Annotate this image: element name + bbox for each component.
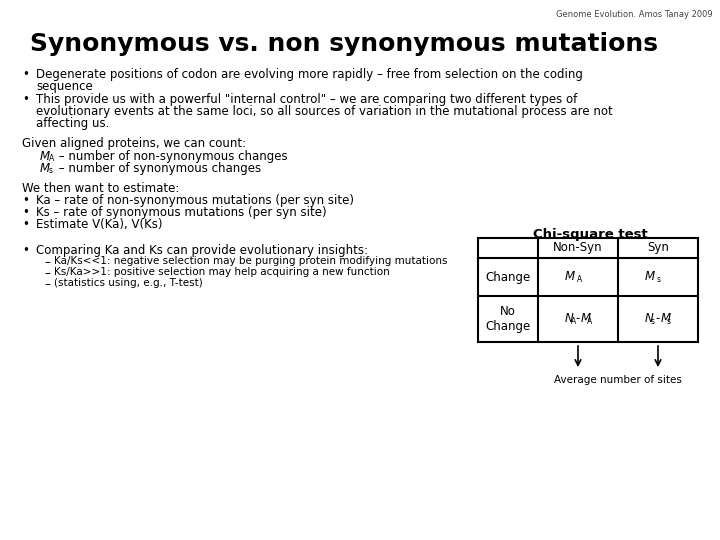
Text: Estimate V(Ka), V(Ks): Estimate V(Ka), V(Ks) bbox=[36, 218, 163, 231]
Text: •: • bbox=[22, 244, 29, 257]
Text: This provide us with a powerful "internal control" – we are comparing two differ: This provide us with a powerful "interna… bbox=[36, 93, 577, 106]
Text: affecting us.: affecting us. bbox=[36, 117, 109, 130]
Text: Non-Syn: Non-Syn bbox=[553, 241, 603, 254]
Text: •: • bbox=[22, 218, 29, 231]
Text: No
Change: No Change bbox=[485, 305, 531, 333]
Text: evolutionary events at the same loci, so all sources of variation in the mutatio: evolutionary events at the same loci, so… bbox=[36, 105, 613, 118]
Text: Chi-square test: Chi-square test bbox=[533, 228, 647, 241]
Text: Ks/Ka>>1: positive selection may help acquiring a new function: Ks/Ka>>1: positive selection may help ac… bbox=[54, 267, 390, 277]
Text: s: s bbox=[651, 318, 655, 327]
Text: M: M bbox=[565, 271, 575, 284]
Text: •: • bbox=[22, 194, 29, 207]
Text: M: M bbox=[581, 313, 591, 326]
Text: Genome Evolution. Amos Tanay 2009: Genome Evolution. Amos Tanay 2009 bbox=[557, 10, 713, 19]
Text: Ka – rate of non-synonymous mutations (per syn site): Ka – rate of non-synonymous mutations (p… bbox=[36, 194, 354, 207]
Text: s: s bbox=[49, 166, 53, 175]
Text: M: M bbox=[645, 271, 655, 284]
Text: N: N bbox=[565, 313, 574, 326]
Text: •: • bbox=[22, 206, 29, 219]
Text: M: M bbox=[661, 313, 671, 326]
Text: Syn: Syn bbox=[647, 241, 669, 254]
Text: –: – bbox=[44, 278, 50, 291]
Text: N: N bbox=[645, 313, 654, 326]
Text: Given aligned proteins, we can count:: Given aligned proteins, we can count: bbox=[22, 137, 246, 150]
Text: Synonymous vs. non synonymous mutations: Synonymous vs. non synonymous mutations bbox=[30, 32, 658, 56]
Text: A: A bbox=[571, 318, 576, 327]
Text: sequence: sequence bbox=[36, 80, 93, 93]
Text: Comparing Ka and Ks can provide evolutionary insights:: Comparing Ka and Ks can provide evolutio… bbox=[36, 244, 368, 257]
Text: – number of non-synonymous changes: – number of non-synonymous changes bbox=[55, 150, 287, 163]
Text: We then want to estimate:: We then want to estimate: bbox=[22, 182, 179, 195]
Bar bbox=[478, 238, 698, 342]
Text: s: s bbox=[667, 318, 671, 327]
Text: –: – bbox=[44, 256, 50, 269]
Text: –: – bbox=[44, 267, 50, 280]
Text: s: s bbox=[657, 275, 661, 285]
Text: -: - bbox=[575, 313, 580, 326]
Text: Ks – rate of synonymous mutations (per syn site): Ks – rate of synonymous mutations (per s… bbox=[36, 206, 327, 219]
Text: M: M bbox=[40, 150, 50, 163]
Text: Ka/Ks<<1: negative selection may be purging protein modifying mutations: Ka/Ks<<1: negative selection may be purg… bbox=[54, 256, 448, 266]
Text: M: M bbox=[40, 162, 50, 175]
Text: •: • bbox=[22, 68, 29, 81]
Text: (statistics using, e.g., T-test): (statistics using, e.g., T-test) bbox=[54, 278, 203, 288]
Text: -: - bbox=[655, 313, 660, 326]
Text: – number of synonymous changes: – number of synonymous changes bbox=[55, 162, 261, 175]
Text: Degenerate positions of codon are evolving more rapidly – free from selection on: Degenerate positions of codon are evolvi… bbox=[36, 68, 583, 81]
Text: A: A bbox=[49, 154, 54, 163]
Text: Change: Change bbox=[485, 271, 531, 284]
Text: A: A bbox=[577, 275, 582, 285]
Text: •: • bbox=[22, 93, 29, 106]
Text: A: A bbox=[587, 318, 593, 327]
Text: Average number of sites: Average number of sites bbox=[554, 375, 682, 385]
